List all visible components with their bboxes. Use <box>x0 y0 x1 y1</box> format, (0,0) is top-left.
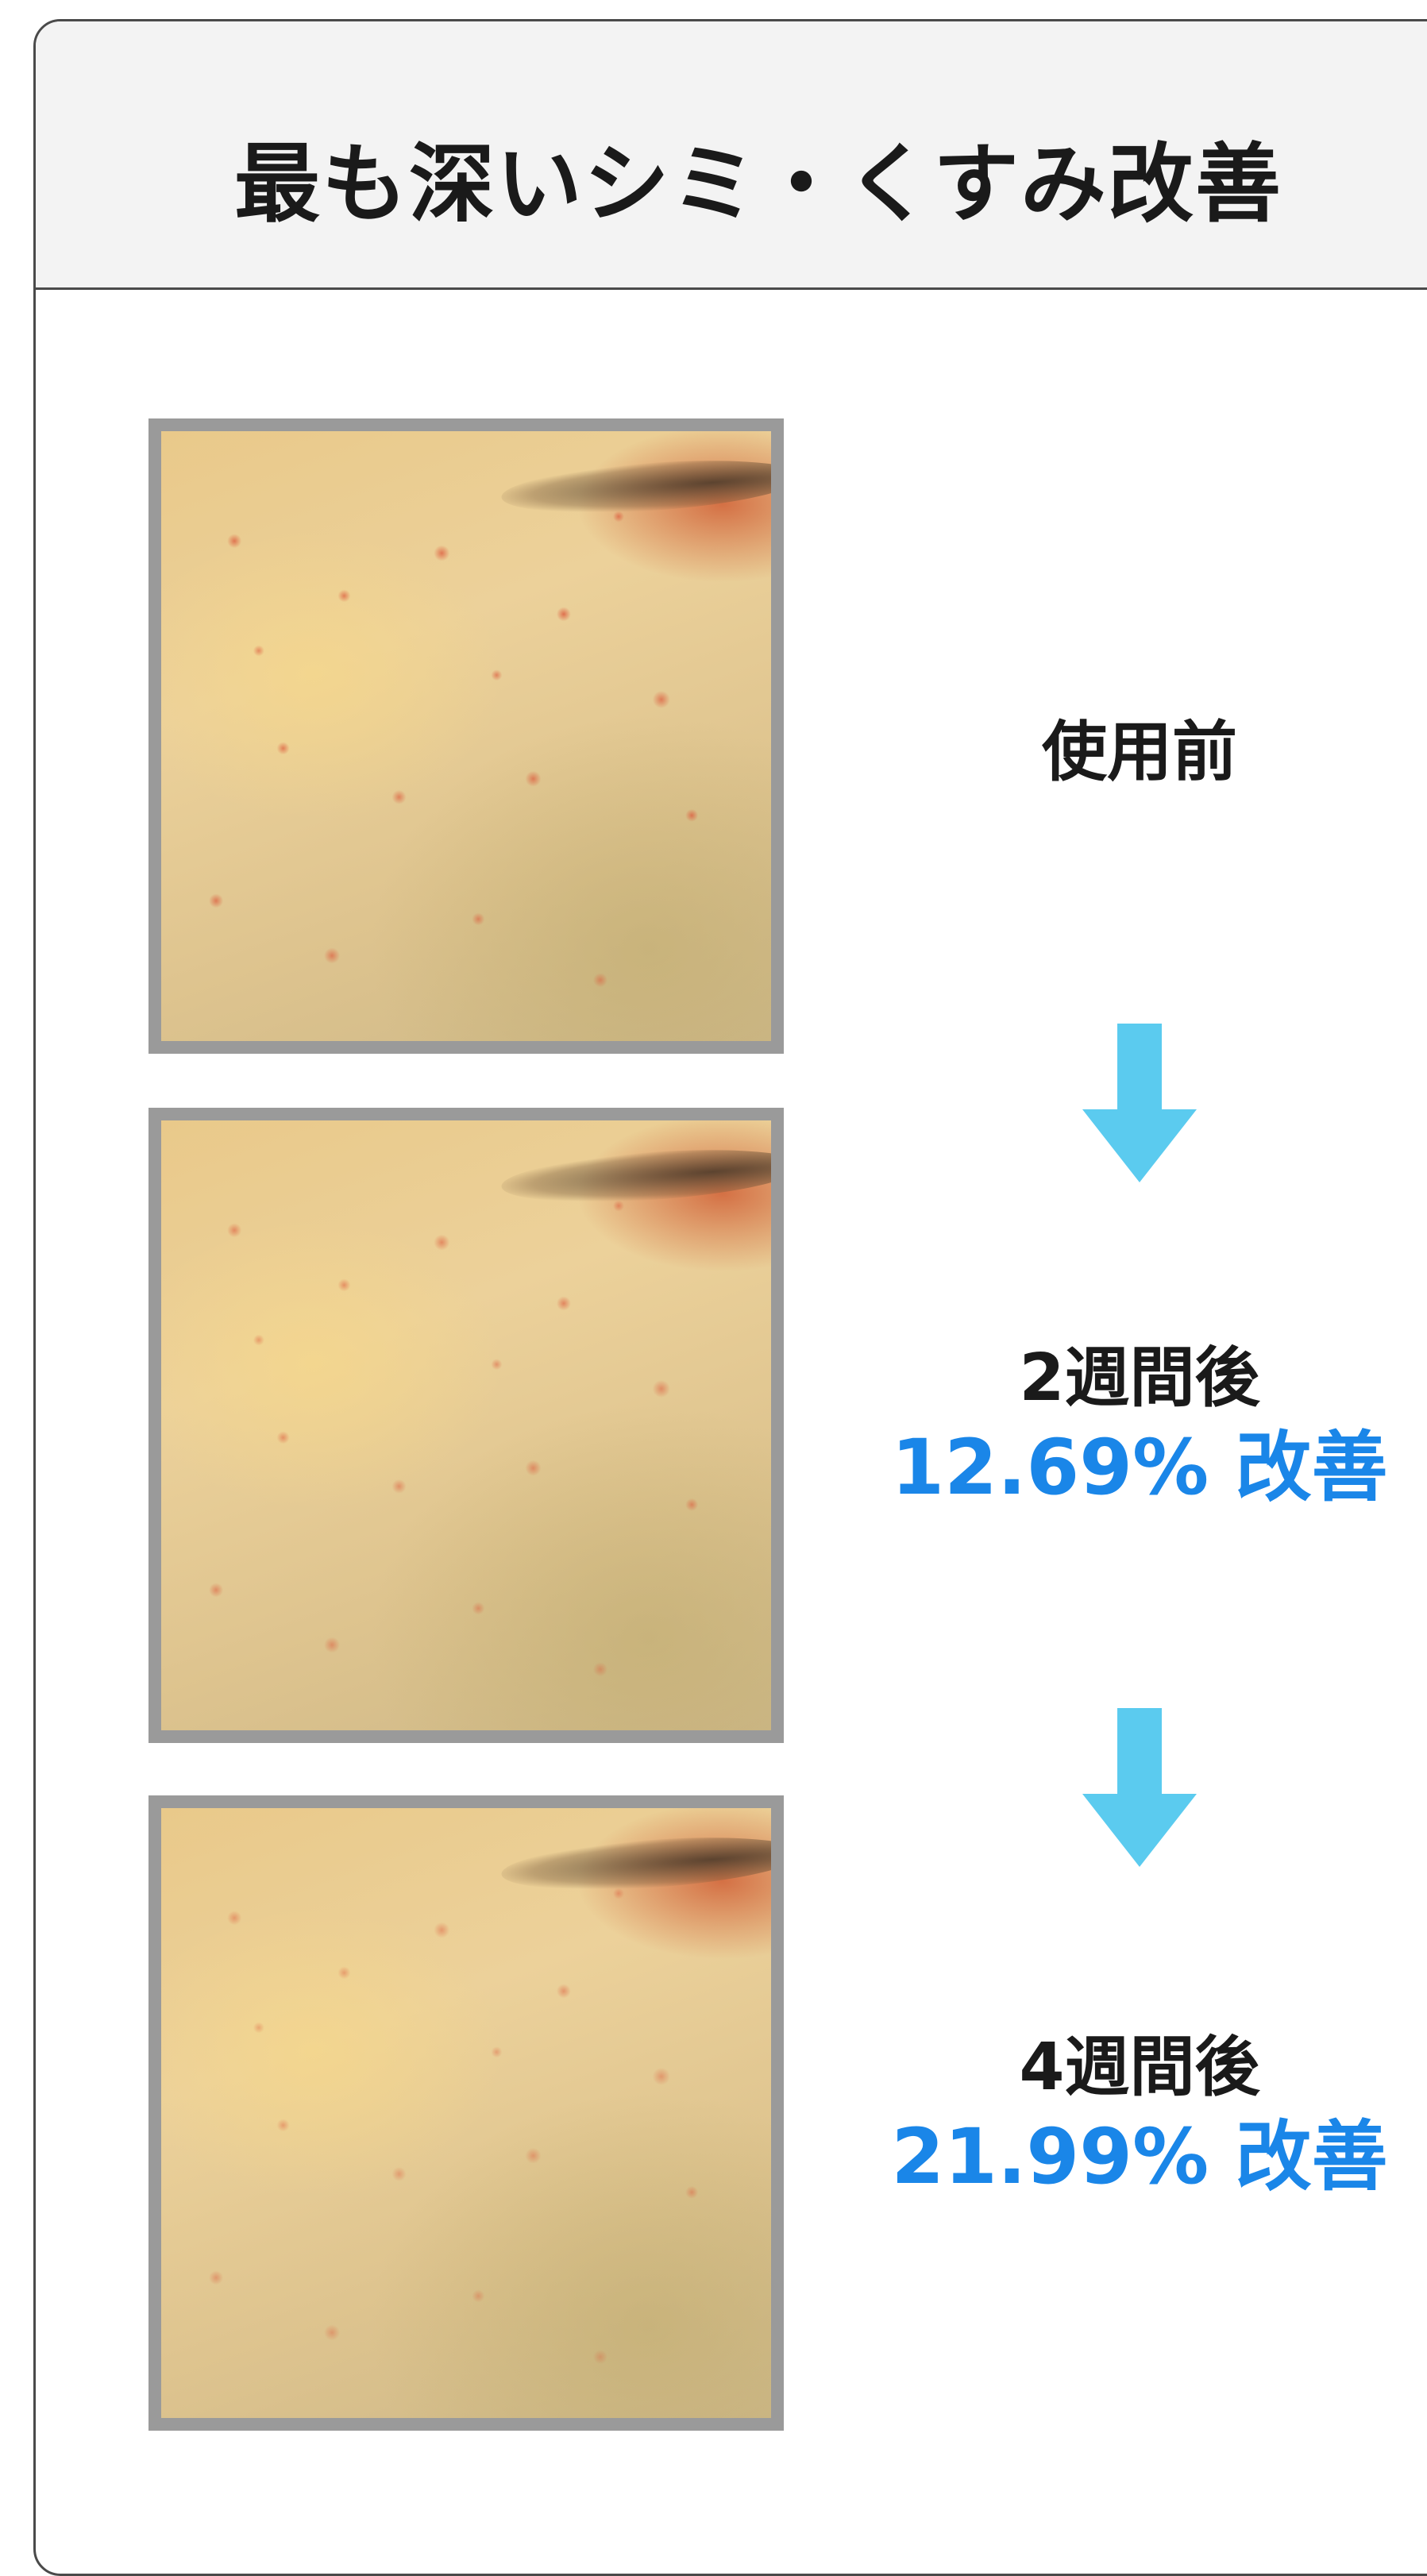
pigment-spots <box>161 1120 771 1730</box>
pigment-spots <box>161 431 771 1041</box>
improvement-value: 12.69% 改善 <box>891 1423 1388 1513</box>
skin-photo-before <box>148 418 784 1054</box>
stage-label: 使用前 <box>1041 715 1237 790</box>
arrow-shaft <box>1117 1024 1162 1117</box>
skin-photo-4-weeks <box>148 1795 784 2431</box>
arrow-head <box>1082 1109 1197 1182</box>
card-header: 最も深いシミ・くすみ改善 <box>36 21 1427 290</box>
pigment-spots <box>161 1808 771 2418</box>
arrow-down-icon <box>1082 1708 1197 1867</box>
stage-4-weeks: 4週間後 21.99% 改善 <box>830 2029 1427 2204</box>
improvement-value: 21.99% 改善 <box>891 2112 1388 2202</box>
stage-label: 4週間後 <box>1019 2030 1260 2105</box>
arrow-shaft <box>1117 1708 1162 1802</box>
arrow-head <box>1082 1794 1197 1867</box>
card-title: 最も深いシミ・くすみ改善 <box>234 135 1283 234</box>
arrow-down-icon <box>1082 1024 1197 1182</box>
stage-before: 使用前 <box>830 714 1427 792</box>
stage-2-weeks: 2週間後 12.69% 改善 <box>830 1340 1427 1514</box>
skin-texture <box>161 1808 771 2418</box>
comparison-card: 最も深いシミ・くすみ改善 使用前 2週間後 12.69% 改善 4週間後 21.… <box>33 19 1427 2576</box>
skin-photo-2-weeks <box>148 1108 784 1743</box>
stage-label: 2週間後 <box>1019 1340 1260 1416</box>
